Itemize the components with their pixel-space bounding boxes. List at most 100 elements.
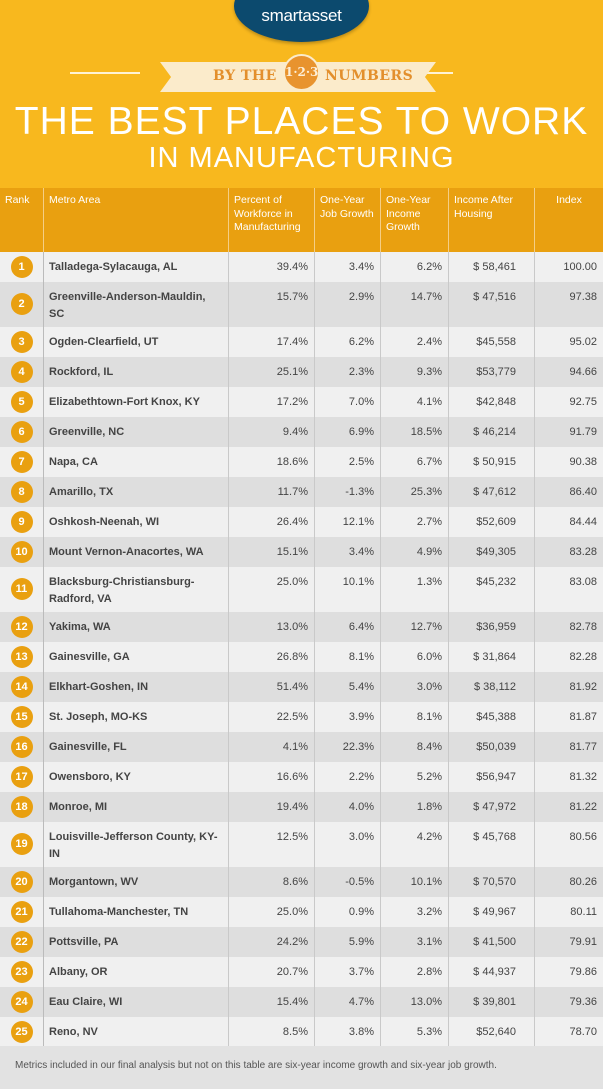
cell-metro-area: Blacksburg-Christiansburg-Radford, VA: [44, 567, 229, 612]
page-subtitle: IN MANUFACTURING: [148, 142, 455, 174]
cell-index: 82.28: [569, 651, 597, 663]
cell-income-after-housing: $ 49,967: [449, 897, 535, 927]
cell-job-growth: 4.7%: [315, 987, 381, 1017]
cell-job-growth: 8.1%: [315, 642, 381, 672]
cell-income-growth: 4.9%: [381, 537, 449, 567]
cell-metro-area: Owensboro, KY: [44, 762, 229, 792]
cell-job-growth: 6.4%: [315, 612, 381, 642]
cell-index: 81.22: [569, 801, 597, 813]
cell-metro-area: Gainesville, FL: [44, 732, 229, 762]
cell-rank: 8: [0, 477, 44, 507]
cell-income-after-housing: $ 58,461: [449, 252, 535, 282]
cell-income-growth: 5.3%: [381, 1017, 449, 1047]
cell-pct-manufacturing: 25.0%: [229, 897, 315, 927]
cell-index: 84.44: [569, 516, 597, 528]
cell-rank: 15: [0, 702, 44, 732]
cell-pct-manufacturing: 26.8%: [229, 642, 315, 672]
cell-metro-area: Yakima, WA: [44, 612, 229, 642]
cell-pct-manufacturing: 25.1%: [229, 357, 315, 387]
cell-income-growth: 6.2%: [381, 252, 449, 282]
cell-metro-area: Tullahoma-Manchester, TN: [44, 897, 229, 927]
cell-income-growth: 5.2%: [381, 762, 449, 792]
cell-income-after-housing: $ 39,801: [449, 987, 535, 1017]
cell-income-growth: 9.3%: [381, 357, 449, 387]
header-pct-manufacturing: Percent of Workforce in Manufacturing: [229, 188, 315, 252]
cell-job-growth: 2.5%: [315, 447, 381, 477]
cell-rank: 4: [0, 357, 44, 387]
cell-income-after-housing: $ 47,612: [449, 477, 535, 507]
cell-index: 80.11: [570, 906, 597, 918]
cell-index: 91.79: [569, 426, 597, 438]
table-row: 19 Louisville-Jefferson County, KY-IN 12.5…: [0, 822, 603, 867]
cell-income-after-housing: $ 45,768: [449, 822, 535, 867]
cell-job-growth: 7.0%: [315, 387, 381, 417]
cell-job-growth: 6.9%: [315, 417, 381, 447]
cell-metro-area: Monroe, MI: [44, 792, 229, 822]
cell-job-growth: 10.1%: [315, 567, 381, 612]
table-row: 10 Mount Vernon-Anacortes, WA 15.1% 3.4% 4.9…: [0, 537, 603, 567]
cell-index: 81.87: [569, 711, 597, 723]
cell-index: 81.92: [569, 681, 597, 693]
cell-rank: 14: [0, 672, 44, 702]
rank-badge: 18: [10, 796, 33, 818]
cell-income-after-housing: $ 38,112: [449, 672, 535, 702]
cell-index: 83.28: [569, 546, 597, 558]
cell-income-growth: 8.1%: [381, 702, 449, 732]
rank-badge: 5: [10, 391, 33, 413]
cell-pct-manufacturing: 18.6%: [229, 447, 315, 477]
cell-income-growth: 25.3%: [381, 477, 449, 507]
cell-income-after-housing: $56,947: [449, 762, 535, 792]
cell-job-growth: 3.4%: [315, 252, 381, 282]
cell-job-growth: 0.9%: [315, 897, 381, 927]
cell-rank: 10: [0, 537, 44, 567]
cell-rank: 17: [0, 762, 44, 792]
cell-index: 79.91: [569, 936, 597, 948]
cell-income-growth: 4.1%: [381, 387, 449, 417]
cell-income-growth: 6.7%: [381, 447, 449, 477]
cell-index: 95.02: [569, 336, 597, 348]
cell-pct-manufacturing: 12.5%: [229, 822, 315, 867]
cell-metro-area: Albany, OR: [44, 957, 229, 987]
cell-job-growth: 2.3%: [315, 357, 381, 387]
banner-left-text: BY THE: [213, 68, 277, 84]
header-metro-area: Metro Area: [44, 188, 229, 252]
table-row: 2 Greenville-Anderson-Mauldin, SC 15.7% 2.9…: [0, 282, 603, 327]
logo-text: smartasset: [261, 6, 342, 25]
cell-index: 81.32: [569, 771, 597, 783]
cell-income-after-housing: $52,640: [449, 1017, 535, 1047]
rank-badge: 25: [10, 1021, 33, 1043]
cell-job-growth: 3.7%: [315, 957, 381, 987]
rank-badge: 4: [10, 361, 33, 383]
cell-rank: 5: [0, 387, 44, 417]
rank-badge: 20: [10, 871, 33, 893]
cell-income-after-housing: $50,039: [449, 732, 535, 762]
cell-income-after-housing: $53,779: [449, 357, 535, 387]
cell-pct-manufacturing: 16.6%: [229, 762, 315, 792]
cell-metro-area: Amarillo, TX: [44, 477, 229, 507]
footnote: Metrics included in our final analysis b…: [0, 1046, 603, 1089]
table-row: 5 Elizabethtown-Fort Knox, KY 17.2% 7.0% 4.1…: [0, 387, 603, 417]
cell-income-after-housing: $42,848: [449, 387, 535, 417]
table-row: 16 Gainesville, FL 4.1% 22.3% 8.4% $50,039 81.…: [0, 732, 603, 762]
cell-metro-area: Pottsville, PA: [44, 927, 229, 957]
cell-pct-manufacturing: 19.4%: [229, 792, 315, 822]
table-row: 11 Blacksburg-Christiansburg-Radford, VA 2…: [0, 567, 603, 612]
smartasset-logo: smartasset: [234, 0, 369, 42]
cell-job-growth: 22.3%: [315, 732, 381, 762]
cell-rank: 11: [0, 567, 44, 612]
cell-rank: 9: [0, 507, 44, 537]
cell-rank: 16: [0, 732, 44, 762]
cell-pct-manufacturing: 51.4%: [229, 672, 315, 702]
cell-pct-manufacturing: 39.4%: [229, 252, 315, 282]
rank-badge: 2: [10, 293, 33, 315]
cell-metro-area: Mount Vernon-Anacortes, WA: [44, 537, 229, 567]
cell-pct-manufacturing: 13.0%: [229, 612, 315, 642]
cell-income-growth: 10.1%: [381, 867, 449, 897]
table-row: 3 Ogden-Clearfield, UT 17.4% 6.2% 2.4% $45,55…: [0, 327, 603, 357]
table-row: 15 St. Joseph, MO-KS 22.5% 3.9% 8.1% $45,388 8…: [0, 702, 603, 732]
cell-index: 80.56: [569, 831, 597, 843]
rank-badge: 11: [10, 578, 33, 600]
rank-badge: 24: [10, 991, 33, 1013]
rank-badge: 17: [10, 766, 33, 788]
cell-rank: 23: [0, 957, 44, 987]
